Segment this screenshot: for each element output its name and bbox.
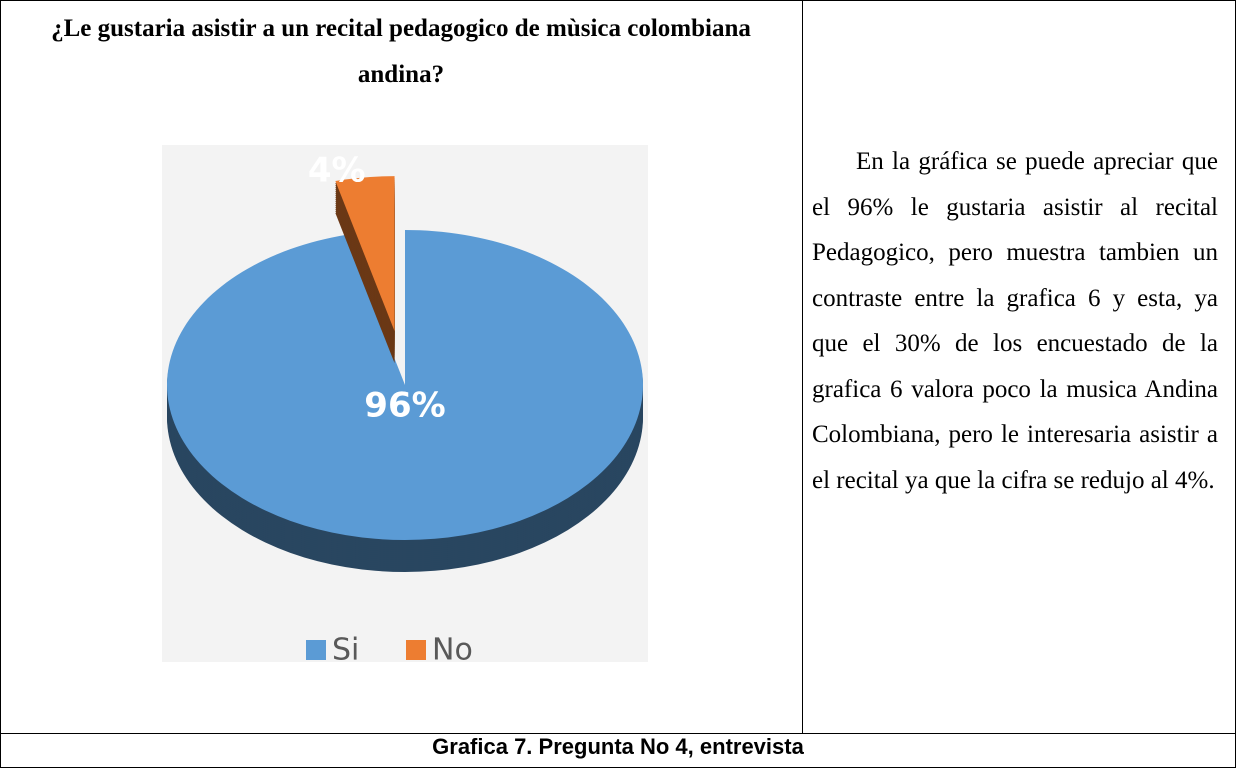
data-label: 96% xyxy=(364,386,445,426)
legend-swatch xyxy=(306,640,326,660)
data-label: 4% xyxy=(308,151,366,191)
legend-label: No xyxy=(432,633,473,668)
legend-label: Si xyxy=(332,633,359,668)
row-divider xyxy=(0,733,1236,734)
chart: 96% 4% Si No xyxy=(162,145,648,668)
cell-divider xyxy=(802,0,803,733)
legend-swatch xyxy=(406,640,426,660)
paragraph: En la gráfica se puede apreciar que el 9… xyxy=(812,148,1218,494)
slice xyxy=(166,230,643,540)
slice xyxy=(335,176,395,332)
caption: Grafica 7. Pregunta No 4, entrevista xyxy=(432,734,804,759)
chart-title: ¿Le gustaria asistir a un recital pedago… xyxy=(51,15,751,88)
